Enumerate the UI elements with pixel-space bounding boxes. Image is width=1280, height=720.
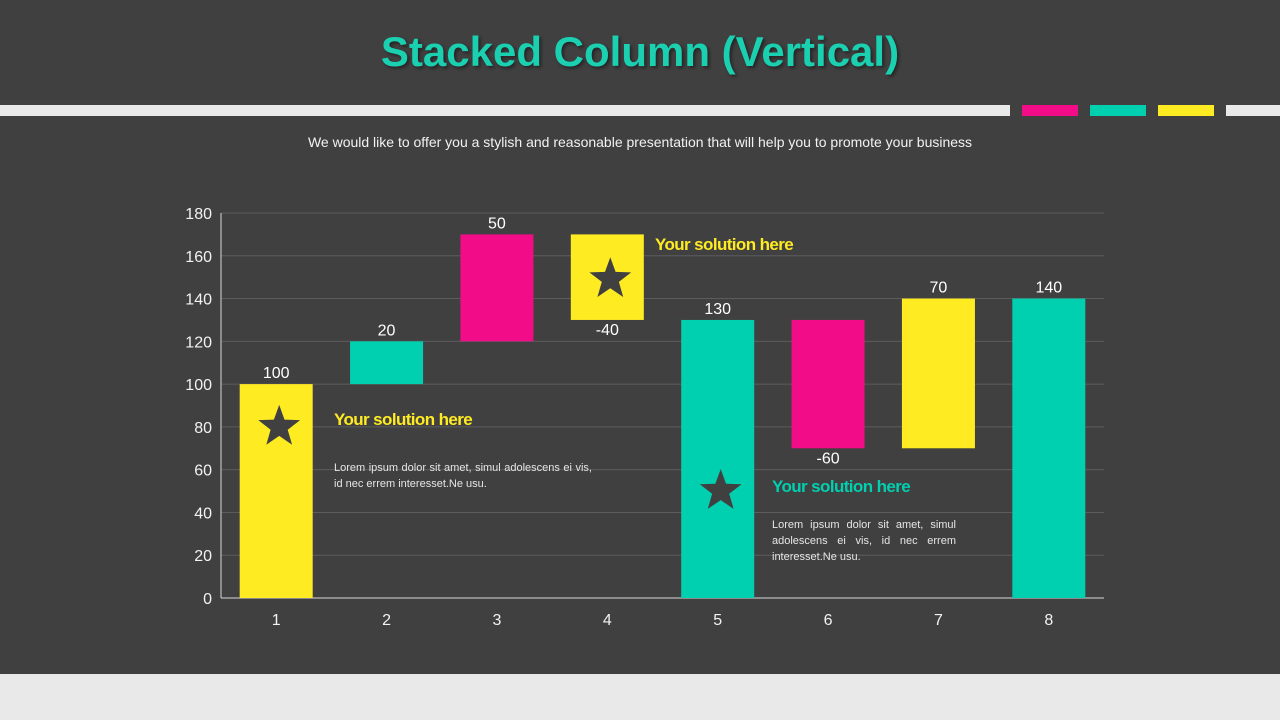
accent-band-pink: [1022, 105, 1078, 116]
slide-subtitle: We would like to offer you a stylish and…: [307, 134, 973, 150]
x-tick-label: 1: [272, 612, 281, 629]
y-tick-label: 40: [194, 505, 212, 522]
y-tick-label: 120: [185, 334, 212, 351]
x-tick-label: 4: [603, 612, 612, 629]
divider-band-left: [0, 105, 1010, 116]
y-tick-label: 20: [194, 548, 212, 565]
star-icon: [589, 257, 632, 297]
star-icon: [699, 469, 742, 509]
y-tick-label: 140: [185, 292, 212, 309]
data-label-4: -40: [596, 322, 619, 339]
bar-3: [460, 234, 534, 342]
callout-body-right: Lorem ipsum dolor sit amet, simul adoles…: [772, 519, 956, 563]
waterfall-chart: 0204060801001201401601801001202503-40413…: [185, 206, 1104, 629]
slide-background: Stacked Column (Vertical) We would like …: [0, 0, 1280, 674]
y-tick-label: 160: [185, 249, 212, 266]
y-tick-label: 100: [185, 377, 212, 394]
x-tick-label: 8: [1044, 612, 1053, 629]
data-label-1: 100: [263, 365, 290, 382]
x-tick-label: 5: [713, 612, 722, 629]
y-tick-label: 60: [194, 463, 212, 480]
bar-7: [901, 298, 975, 449]
y-tick-label: 80: [194, 420, 212, 437]
callout-title-right: Your solution here: [772, 477, 911, 496]
bar-6: [791, 319, 865, 449]
data-label-2: 20: [378, 322, 396, 339]
slide-title: Stacked Column (Vertical): [380, 28, 900, 75]
accent-band-teal: [1090, 105, 1146, 116]
x-tick-label: 7: [934, 612, 943, 629]
data-label-6: -60: [817, 450, 840, 467]
star-icon: [258, 404, 301, 445]
x-tick-label: 6: [824, 612, 833, 629]
data-label-8: 140: [1035, 280, 1062, 297]
x-tick-label: 2: [382, 612, 391, 629]
data-label-5: 130: [704, 301, 731, 318]
y-tick-label: 180: [185, 206, 212, 223]
bar-8: [1012, 298, 1086, 598]
callout-body-left: Lorem ipsum dolor sit amet, simul adoles…: [334, 462, 592, 490]
accent-band-yellow: [1158, 105, 1214, 116]
callout-title-top: Your solution here: [655, 235, 794, 254]
x-tick-label: 3: [492, 612, 501, 629]
data-label-3: 50: [488, 215, 506, 232]
data-label-7: 70: [930, 280, 948, 297]
divider-band-right: [1226, 105, 1280, 116]
bar-2: [350, 341, 424, 385]
bar-5: [681, 319, 755, 598]
callout-title-left: Your solution here: [334, 410, 473, 429]
y-tick-label: 0: [203, 591, 212, 608]
